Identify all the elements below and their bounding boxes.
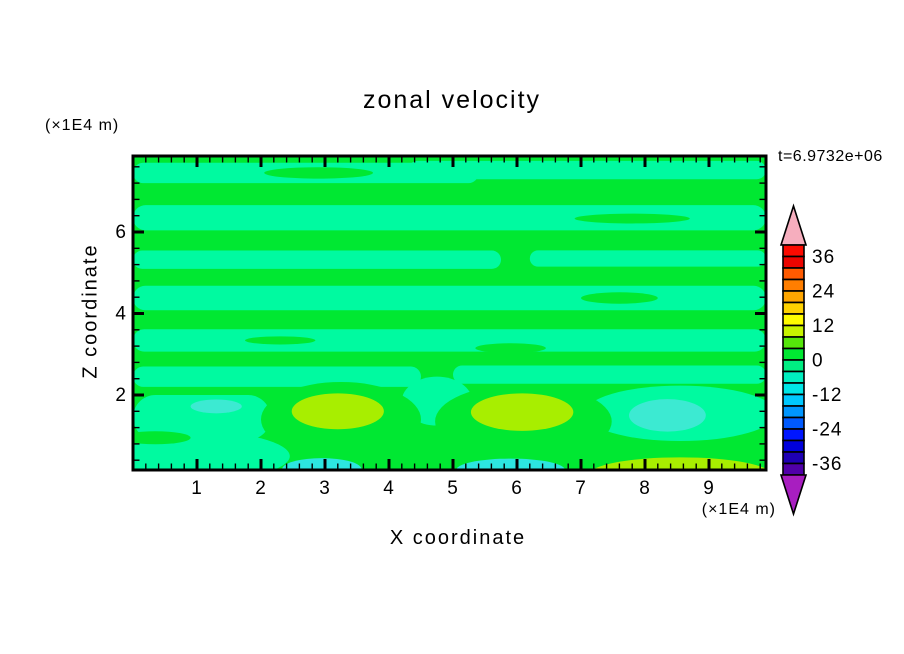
z-tick-label: 6 (115, 222, 127, 243)
colorbar-segment (782, 451, 805, 465)
x-tick-label: 3 (319, 478, 331, 499)
contour-blob (456, 458, 565, 470)
plot-title: zonal velocity (362, 86, 542, 114)
contour-blob (245, 336, 316, 345)
x-tick-label: 8 (639, 478, 651, 499)
contour-blob (592, 457, 766, 470)
colorbar-segment (782, 290, 805, 304)
contour-streak (529, 250, 766, 267)
contour-streak (133, 205, 766, 231)
colorbar-tick-label: -12 (812, 385, 842, 406)
time-annotation: t=6.9732e+06 (778, 148, 883, 165)
z-tick-label: 4 (115, 304, 127, 325)
colorbar-tick-label: -36 (812, 454, 842, 475)
contour-blob (581, 292, 658, 304)
contour-field (133, 156, 766, 470)
contour-streak (133, 366, 421, 387)
x-tick-label: 2 (255, 478, 267, 499)
colorbar-over-arrow (779, 203, 808, 246)
colorbar-segment (782, 313, 805, 327)
colorbar-segment (782, 324, 805, 338)
colorbar-tick-label: 12 (812, 316, 835, 337)
contour-streak (133, 250, 501, 269)
colorbar-segment (782, 244, 805, 258)
contour-blob (264, 167, 373, 179)
colorbar-segment (782, 416, 805, 430)
colorbar-segment (782, 439, 805, 453)
colorbar-segment (782, 301, 805, 315)
x-tick-label: 5 (447, 478, 459, 499)
x-tick-label: 1 (191, 478, 203, 499)
colorbar-segment (782, 370, 805, 384)
contour-blob (629, 399, 706, 432)
colorbar-tick-label: 0 (812, 351, 824, 372)
colorbar-segment (782, 428, 805, 442)
contour-blob (537, 435, 625, 470)
x-tick-label: 6 (511, 478, 523, 499)
z-tick-label: 2 (115, 385, 127, 406)
x-tick-label: 9 (703, 478, 715, 499)
colorbar-segment (782, 405, 805, 419)
colorbar-segment (782, 267, 805, 281)
contour-blob (282, 458, 362, 470)
x-tick-label: 4 (383, 478, 395, 499)
colorbar-tick-label: 24 (812, 282, 835, 303)
contour-blob (574, 213, 690, 224)
colorbar-segment (782, 462, 805, 476)
x-tick-label: 7 (575, 478, 587, 499)
colorbar-segment (782, 336, 805, 350)
colorbar-segment (782, 255, 805, 269)
plot-frame (131, 154, 768, 472)
colorbar-tick-label: -24 (812, 420, 842, 441)
colorbar-segment (782, 359, 805, 373)
contour-blob (291, 393, 384, 430)
colorbar-segment (782, 382, 805, 396)
contour-streak (133, 329, 766, 352)
contour-blob (190, 399, 242, 414)
contour-blob (133, 430, 290, 470)
z-axis-units-label: (×1E4 m) (45, 117, 120, 134)
contour-blob (133, 431, 191, 445)
x-axis-title: X coordinate (389, 527, 527, 549)
x-axis-units-label: (×1E4 m) (701, 501, 776, 518)
colorbar-segment (782, 278, 805, 292)
colorbar: 36 24 12 0 -12 -24 -36 (779, 203, 842, 517)
contour-blob (470, 393, 574, 431)
colorbar-segment (782, 347, 805, 361)
contour-streak (408, 160, 766, 180)
colorbar-tick-label: 36 (812, 247, 835, 268)
contour-streak (133, 285, 766, 311)
colorbar-segment (782, 393, 805, 407)
axis-ticks (134, 157, 765, 469)
contour-streak (453, 365, 766, 384)
contour-blob (475, 343, 546, 354)
colorbar-under-arrow (779, 474, 808, 517)
